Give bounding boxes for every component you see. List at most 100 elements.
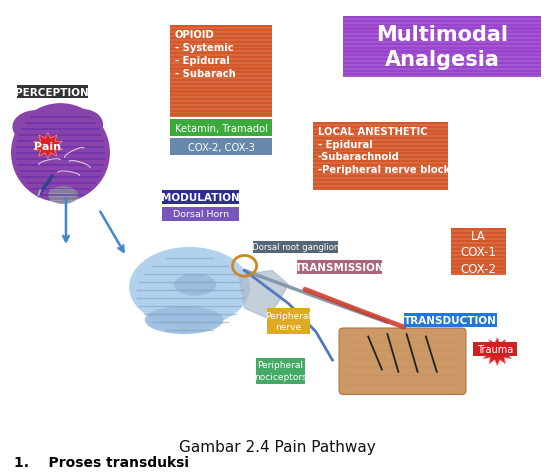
Polygon shape xyxy=(239,271,289,318)
FancyBboxPatch shape xyxy=(170,101,272,103)
FancyBboxPatch shape xyxy=(170,32,272,34)
Text: MODULATION: MODULATION xyxy=(161,193,240,203)
FancyBboxPatch shape xyxy=(313,155,448,157)
Text: Ketamin, Tramadol: Ketamin, Tramadol xyxy=(175,123,268,133)
Text: Peripheral
nerve: Peripheral nerve xyxy=(265,311,311,332)
FancyBboxPatch shape xyxy=(297,260,382,275)
FancyBboxPatch shape xyxy=(313,148,448,149)
FancyBboxPatch shape xyxy=(170,59,272,61)
FancyBboxPatch shape xyxy=(17,86,88,99)
FancyBboxPatch shape xyxy=(313,189,448,191)
FancyBboxPatch shape xyxy=(344,76,541,78)
FancyBboxPatch shape xyxy=(313,186,448,187)
FancyBboxPatch shape xyxy=(170,70,272,72)
FancyBboxPatch shape xyxy=(170,44,272,45)
FancyBboxPatch shape xyxy=(344,38,541,40)
FancyBboxPatch shape xyxy=(170,74,272,76)
Text: Dorsal root ganglion: Dorsal root ganglion xyxy=(251,243,339,252)
FancyBboxPatch shape xyxy=(313,140,448,142)
Ellipse shape xyxy=(62,110,103,140)
Text: TRANSDUCTION: TRANSDUCTION xyxy=(404,315,497,325)
FancyBboxPatch shape xyxy=(170,29,272,30)
FancyBboxPatch shape xyxy=(170,36,272,38)
Text: OPIOID
- Systemic
- Epidural
- Subarach: OPIOID - Systemic - Epidural - Subarach xyxy=(175,30,235,79)
Polygon shape xyxy=(33,133,63,159)
FancyBboxPatch shape xyxy=(170,89,272,91)
FancyBboxPatch shape xyxy=(344,72,541,74)
Text: PERCEPTION: PERCEPTION xyxy=(16,88,89,98)
FancyBboxPatch shape xyxy=(451,235,506,237)
FancyBboxPatch shape xyxy=(313,182,448,183)
FancyBboxPatch shape xyxy=(170,55,272,57)
Ellipse shape xyxy=(174,274,216,296)
Text: Dorsal Horn: Dorsal Horn xyxy=(173,210,229,219)
FancyBboxPatch shape xyxy=(451,270,506,272)
FancyBboxPatch shape xyxy=(344,57,541,59)
FancyBboxPatch shape xyxy=(344,50,541,51)
FancyBboxPatch shape xyxy=(313,167,448,168)
FancyBboxPatch shape xyxy=(170,97,272,99)
FancyBboxPatch shape xyxy=(170,93,272,95)
FancyBboxPatch shape xyxy=(339,328,466,395)
FancyBboxPatch shape xyxy=(170,63,272,65)
FancyBboxPatch shape xyxy=(451,247,506,248)
FancyBboxPatch shape xyxy=(344,61,541,63)
Text: 1.    Proses transduksi: 1. Proses transduksi xyxy=(14,455,189,468)
FancyBboxPatch shape xyxy=(253,242,338,253)
FancyBboxPatch shape xyxy=(170,109,272,110)
Text: LA
COX-1
COX-2: LA COX-1 COX-2 xyxy=(460,229,496,275)
FancyBboxPatch shape xyxy=(344,42,541,44)
FancyBboxPatch shape xyxy=(344,53,541,55)
FancyBboxPatch shape xyxy=(313,123,448,191)
FancyBboxPatch shape xyxy=(473,342,517,357)
FancyBboxPatch shape xyxy=(313,144,448,146)
FancyBboxPatch shape xyxy=(170,40,272,41)
FancyBboxPatch shape xyxy=(451,258,506,260)
FancyBboxPatch shape xyxy=(313,163,448,164)
FancyBboxPatch shape xyxy=(313,151,448,153)
FancyBboxPatch shape xyxy=(451,238,506,240)
FancyBboxPatch shape xyxy=(451,262,506,264)
FancyBboxPatch shape xyxy=(170,120,272,137)
Ellipse shape xyxy=(12,111,59,144)
FancyBboxPatch shape xyxy=(451,231,506,232)
Ellipse shape xyxy=(11,104,110,203)
FancyBboxPatch shape xyxy=(313,125,448,127)
FancyBboxPatch shape xyxy=(313,129,448,130)
Text: Gambar 2.4 Pain Pathway: Gambar 2.4 Pain Pathway xyxy=(179,439,376,455)
FancyBboxPatch shape xyxy=(344,69,541,70)
FancyBboxPatch shape xyxy=(451,228,506,276)
FancyBboxPatch shape xyxy=(170,139,272,156)
FancyBboxPatch shape xyxy=(344,19,541,21)
FancyBboxPatch shape xyxy=(170,105,272,107)
Ellipse shape xyxy=(145,307,223,334)
Text: Peripheral
nociceptors: Peripheral nociceptors xyxy=(254,361,306,381)
FancyBboxPatch shape xyxy=(451,266,506,268)
FancyBboxPatch shape xyxy=(255,358,305,384)
FancyBboxPatch shape xyxy=(170,86,272,88)
FancyBboxPatch shape xyxy=(170,78,272,80)
FancyBboxPatch shape xyxy=(451,274,506,276)
Ellipse shape xyxy=(129,248,250,327)
Text: LOCAL ANESTHETIC
- Epidural
-Subarachnoid
-Peripheral nerve block: LOCAL ANESTHETIC - Epidural -Subarachnoi… xyxy=(317,127,450,175)
Text: Pain: Pain xyxy=(34,141,62,151)
Text: TRANSMISSION: TRANSMISSION xyxy=(295,263,384,273)
FancyBboxPatch shape xyxy=(162,191,239,205)
Text: Trauma: Trauma xyxy=(477,345,513,355)
FancyBboxPatch shape xyxy=(170,116,272,118)
Text: Multimodal
Analgesia: Multimodal Analgesia xyxy=(376,25,508,70)
FancyBboxPatch shape xyxy=(266,308,310,335)
FancyBboxPatch shape xyxy=(170,51,272,53)
FancyBboxPatch shape xyxy=(170,26,272,118)
Polygon shape xyxy=(481,338,514,366)
FancyBboxPatch shape xyxy=(313,132,448,134)
FancyBboxPatch shape xyxy=(162,208,239,221)
FancyBboxPatch shape xyxy=(170,82,272,84)
FancyBboxPatch shape xyxy=(344,46,541,48)
FancyBboxPatch shape xyxy=(344,17,541,78)
FancyBboxPatch shape xyxy=(344,65,541,67)
FancyBboxPatch shape xyxy=(451,254,506,256)
FancyBboxPatch shape xyxy=(170,67,272,69)
FancyBboxPatch shape xyxy=(313,136,448,138)
FancyBboxPatch shape xyxy=(313,174,448,176)
